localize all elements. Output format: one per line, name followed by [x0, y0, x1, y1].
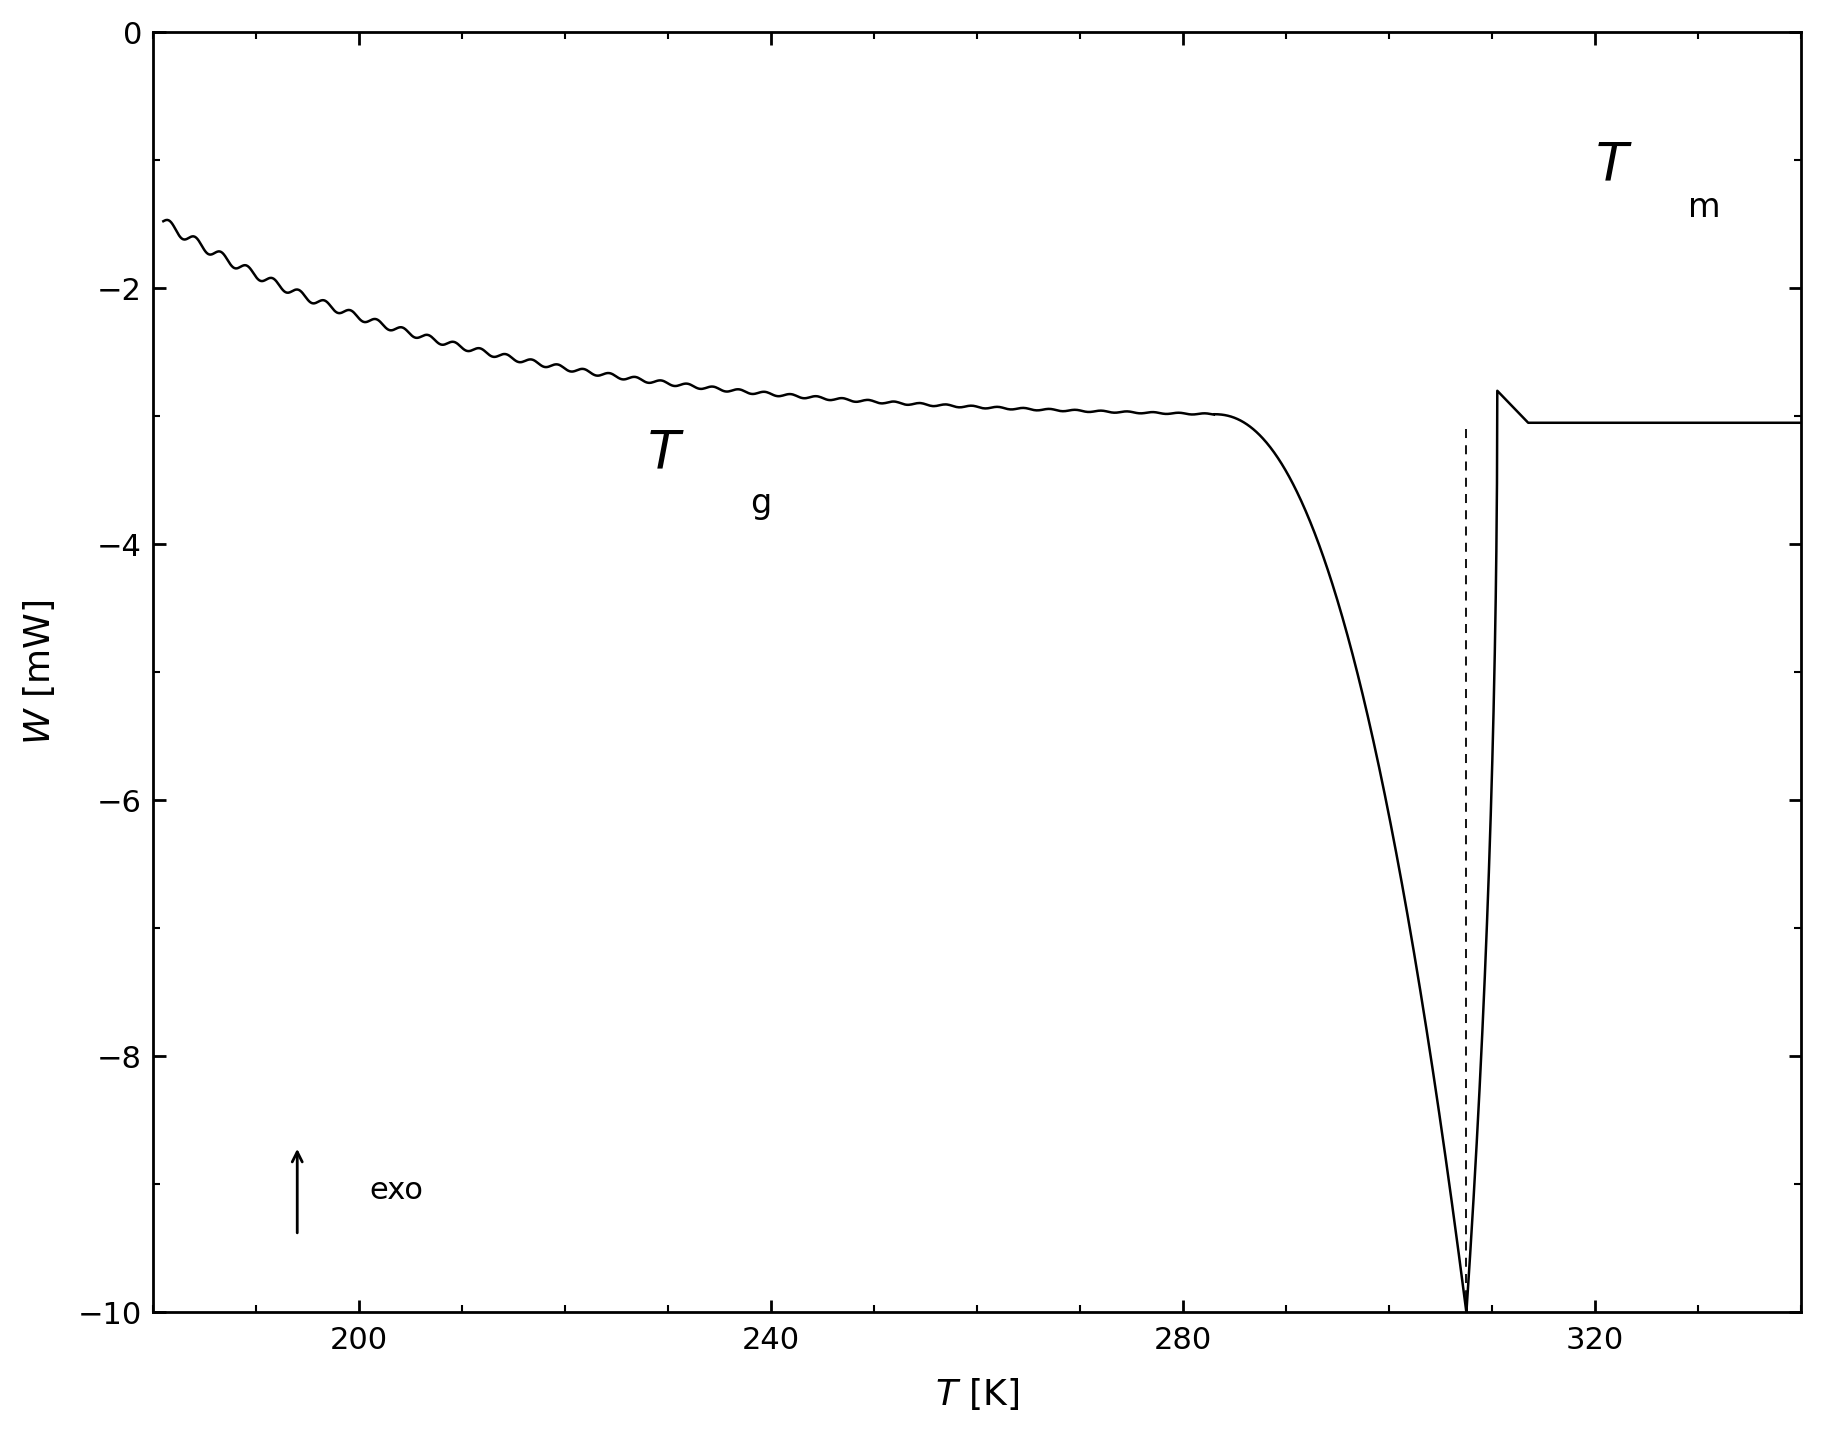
Text: exo: exo	[370, 1176, 423, 1205]
Text: $\mathit{T}$: $\mathit{T}$	[647, 428, 685, 480]
Text: $\mathit{T}$: $\mathit{T}$	[1594, 140, 1633, 193]
Text: g: g	[751, 487, 773, 520]
Y-axis label: $\mathit{W}$ [mW]: $\mathit{W}$ [mW]	[20, 600, 56, 745]
Text: m: m	[1687, 191, 1720, 224]
X-axis label: $\mathit{T}$ [K]: $\mathit{T}$ [K]	[935, 1376, 1018, 1412]
